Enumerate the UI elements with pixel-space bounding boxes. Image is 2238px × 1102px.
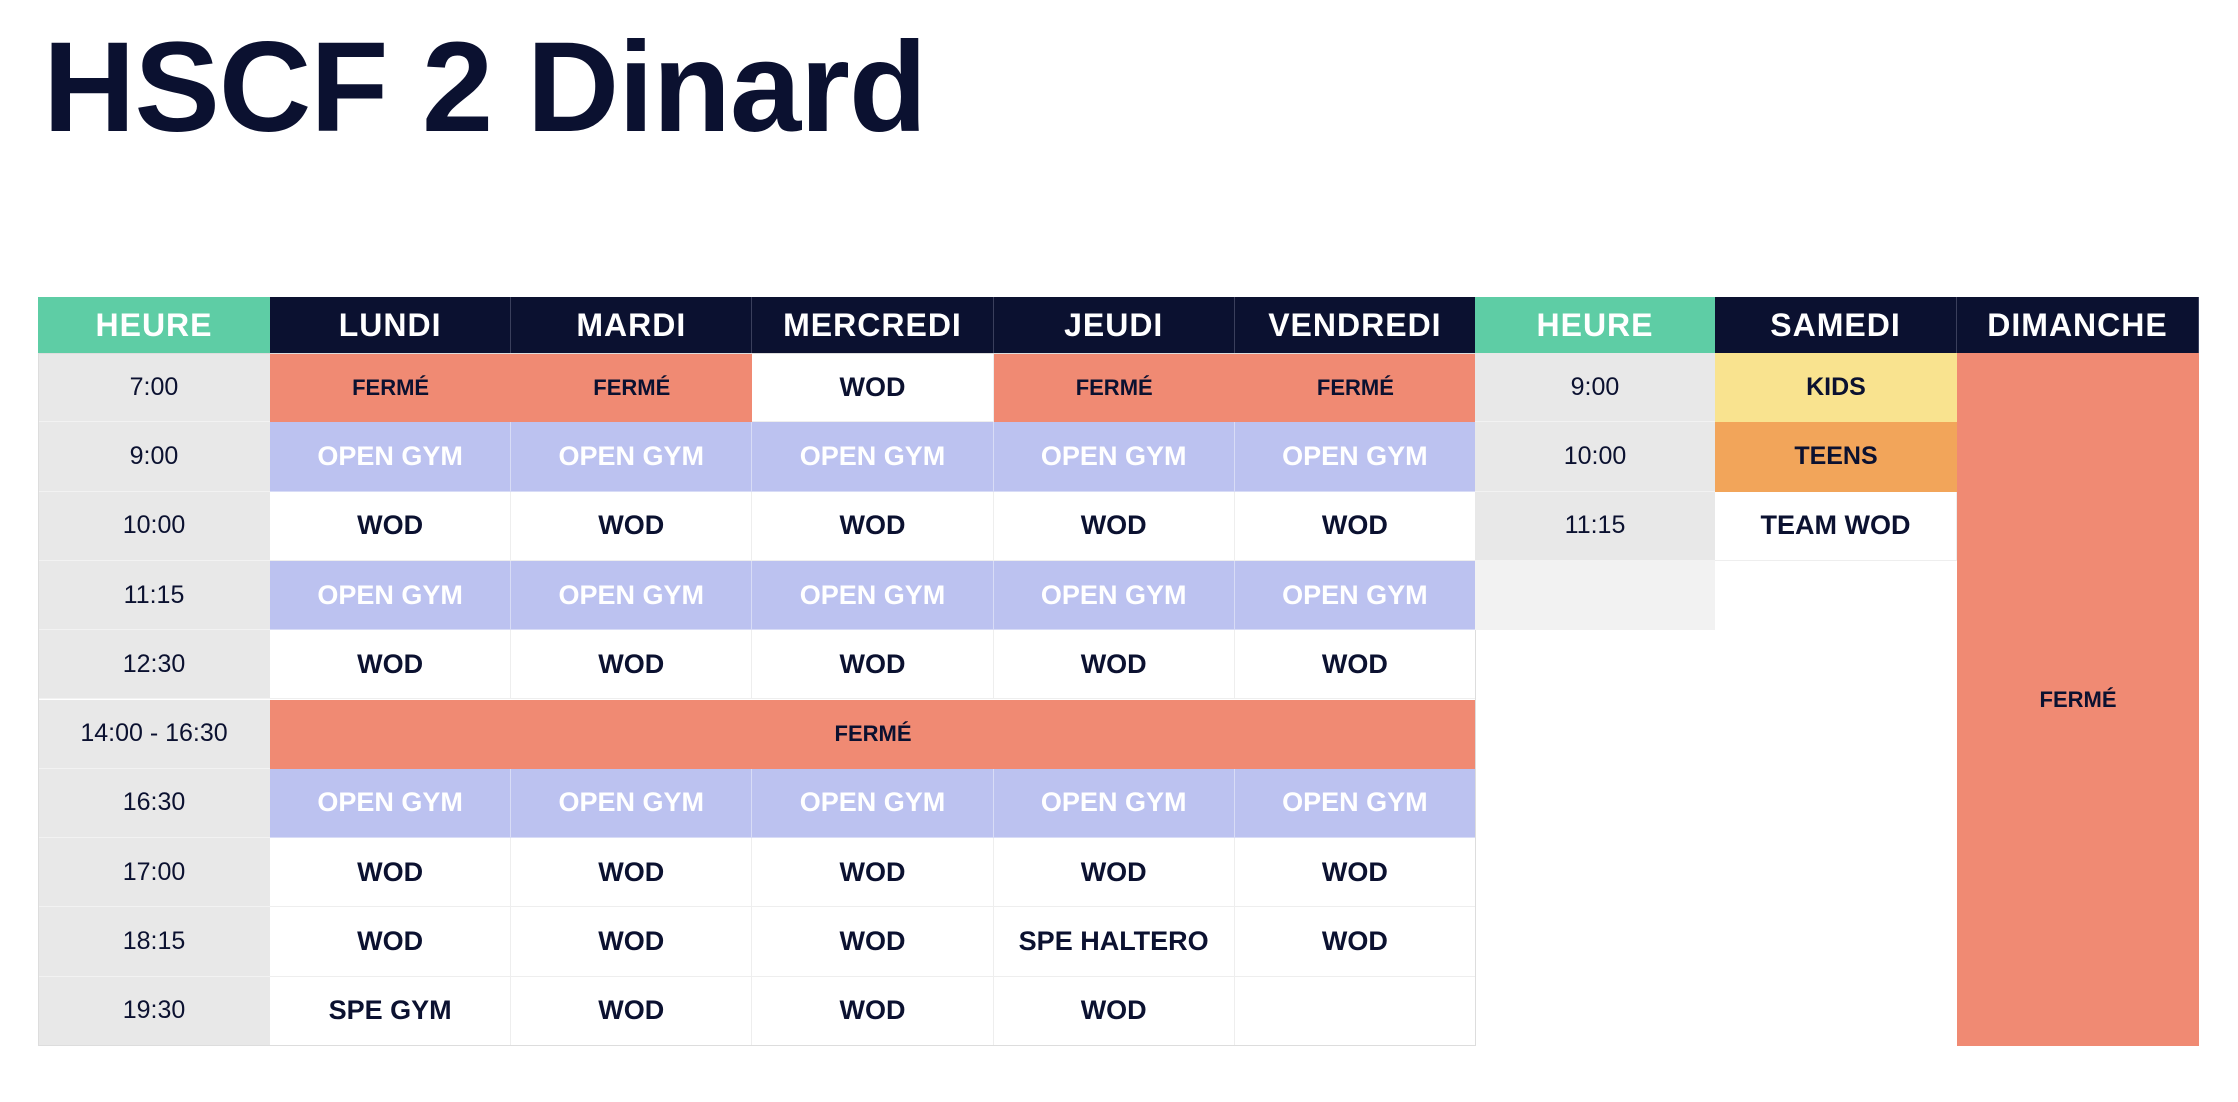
sunday-closed: FERMÉ	[1957, 353, 2199, 1046]
class-slot: WOD	[1234, 491, 1476, 561]
class-slot: OPEN GYM	[1234, 422, 1476, 492]
class-slot: FERMÉ	[993, 353, 1235, 423]
day-header-mardi: MARDI	[511, 297, 753, 353]
time-slot: 19:30	[38, 976, 270, 1046]
time-slot: 10:00	[38, 491, 270, 561]
class-slot: WOD	[511, 630, 753, 700]
time-slot: 11:15	[38, 560, 270, 631]
saturday-slot: TEENS	[1715, 422, 1957, 492]
class-slot: OPEN GYM	[270, 560, 512, 631]
class-slot: OPEN GYM	[1234, 768, 1476, 839]
class-slot: WOD	[511, 838, 753, 908]
class-slot: WOD	[993, 630, 1235, 700]
class-slot: OPEN GYM	[752, 768, 994, 839]
class-slot	[1234, 976, 1476, 1046]
weekend-time-slot: 11:15	[1475, 491, 1715, 561]
time-slot: 9:00	[38, 422, 270, 492]
class-slot: WOD	[270, 838, 512, 908]
class-slot: OPEN GYM	[1234, 560, 1476, 631]
weekend-time-slot: 10:00	[1475, 422, 1715, 492]
class-slot: WOD	[752, 976, 994, 1046]
class-slot: WOD	[752, 491, 994, 561]
class-slot: WOD	[752, 630, 994, 700]
time-slot: 16:30	[38, 768, 270, 839]
class-slot: OPEN GYM	[511, 560, 753, 631]
class-slot: SPE GYM	[270, 976, 512, 1046]
weekend-time-slot	[1475, 560, 1715, 631]
class-slot: WOD	[993, 838, 1235, 908]
class-slot: OPEN GYM	[270, 422, 512, 492]
class-slot: WOD	[1234, 907, 1476, 977]
saturday-slot: TEAM WOD	[1715, 491, 1957, 561]
class-slot: WOD	[511, 491, 753, 561]
class-slot: OPEN GYM	[993, 422, 1235, 492]
time-slot: 12:30	[38, 630, 270, 700]
class-slot: OPEN GYM	[270, 768, 512, 839]
class-slot: FERMÉ	[511, 353, 753, 423]
class-slot: OPEN GYM	[993, 560, 1235, 631]
class-slot: WOD	[993, 491, 1235, 561]
day-header-jeudi: JEUDI	[993, 297, 1235, 353]
class-slot: FERMÉ	[270, 353, 512, 423]
time-slot: 17:00	[38, 838, 270, 908]
class-slot: WOD	[270, 491, 512, 561]
class-slot: WOD	[270, 907, 512, 977]
class-slot: WOD	[752, 353, 994, 423]
time-slot: 18:15	[38, 907, 270, 977]
class-slot: OPEN GYM	[511, 768, 753, 839]
class-slot: WOD	[993, 976, 1235, 1046]
page-title: HSCF 2 Dinard	[43, 16, 927, 159]
class-slot: WOD	[752, 838, 994, 908]
class-slot: WOD	[270, 630, 512, 700]
time-slot: 14:00 - 16:30	[38, 699, 270, 769]
class-slot: OPEN GYM	[752, 422, 994, 492]
day-header-dimanche: DIMANCHE	[1957, 297, 2199, 353]
day-header-samedi: SAMEDI	[1715, 297, 1957, 353]
class-slot: OPEN GYM	[993, 768, 1235, 839]
day-header-mercredi: MERCREDI	[752, 297, 994, 353]
day-header-vendredi: VENDREDI	[1234, 297, 1476, 353]
weekend-time-slot: 9:00	[1475, 353, 1715, 423]
class-slot: WOD	[752, 907, 994, 977]
hour-header: HEURE	[38, 297, 270, 353]
class-slot: WOD	[1234, 630, 1476, 700]
time-slot: 7:00	[38, 353, 270, 423]
class-slot: OPEN GYM	[511, 422, 753, 492]
day-header-lundi: LUNDI	[270, 297, 512, 353]
class-slot: OPEN GYM	[752, 560, 994, 631]
class-slot: FERMÉ	[1234, 353, 1476, 423]
class-slot: SPE HALTERO	[993, 907, 1235, 977]
weekend-hour-header: HEURE	[1475, 297, 1715, 353]
class-slot: WOD	[511, 907, 753, 977]
class-slot: WOD	[511, 976, 753, 1046]
class-slot: WOD	[1234, 838, 1476, 908]
closed-span: FERMÉ	[270, 699, 1476, 769]
saturday-slot: KIDS	[1715, 353, 1957, 423]
